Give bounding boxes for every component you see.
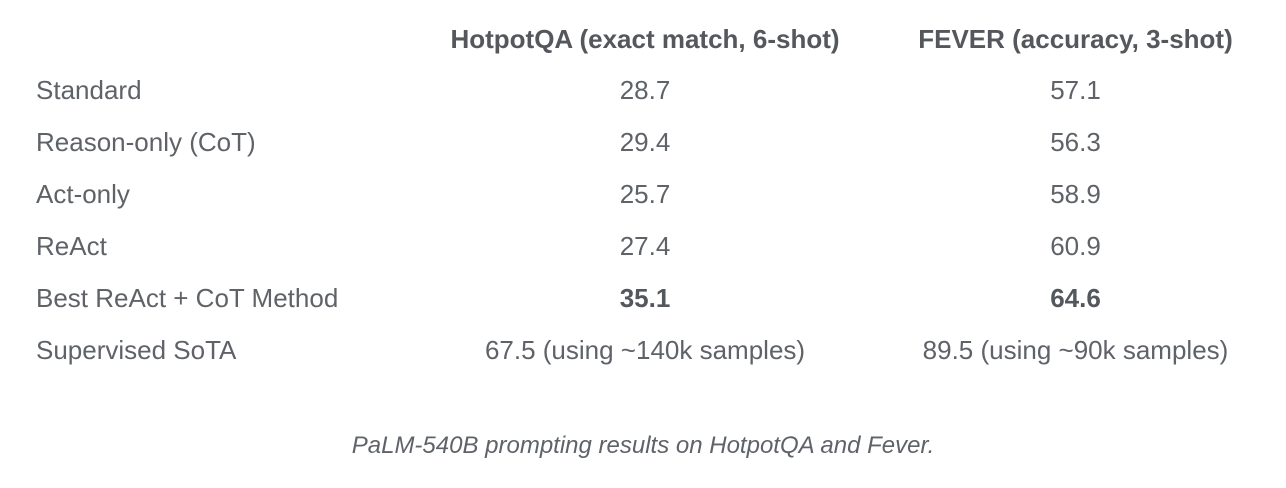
column-header-fever: FEVER (accuracy, 3-shot) (918, 23, 1233, 54)
row-label: Standard (36, 74, 142, 105)
table-row-supervised-sota: Supervised SoTA 67.5 (using ~140k sample… (0, 324, 1286, 376)
table-header-row: HotpotQA (exact match, 6-shot) FEVER (ac… (0, 14, 1286, 64)
column-header-hotpotqa: HotpotQA (exact match, 6-shot) (450, 23, 840, 54)
hotpotqa-value: 28.7 (619, 74, 671, 105)
hotpotqa-value: 67.5 (using ~140k samples) (484, 334, 806, 365)
fever-value: 58.9 (1050, 178, 1101, 209)
fever-value: 56.3 (1050, 126, 1101, 157)
row-label: Best ReAct + CoT Method (36, 282, 339, 313)
table-row-best-react-cot: Best ReAct + CoT Method 35.1 64.6 (0, 272, 1286, 324)
hotpotqa-value: 27.4 (619, 230, 671, 261)
table-row-standard: Standard 28.7 57.1 (0, 64, 1286, 116)
hotpotqa-value: 35.1 (619, 282, 671, 313)
table-row-reason-only: Reason-only (CoT) 29.4 56.3 (0, 116, 1286, 168)
column-header-method (0, 14, 425, 64)
results-table: HotpotQA (exact match, 6-shot) FEVER (ac… (0, 14, 1286, 376)
table-row-react: ReAct 27.4 60.9 (0, 220, 1286, 272)
row-label: ReAct (36, 230, 107, 261)
fever-value: 57.1 (1050, 74, 1101, 105)
row-label: Reason-only (CoT) (36, 126, 256, 157)
row-label: Supervised SoTA (36, 334, 237, 365)
fever-value: 60.9 (1050, 230, 1101, 261)
fever-value: 64.6 (1050, 282, 1101, 313)
hotpotqa-value: 29.4 (619, 126, 671, 157)
fever-value: 89.5 (using ~90k samples) (922, 334, 1229, 365)
table-caption: PaLM-540B prompting results on HotpotQA … (351, 432, 935, 459)
row-label: Act-only (36, 178, 130, 209)
table-row-act-only: Act-only 25.7 58.9 (0, 168, 1286, 220)
hotpotqa-value: 25.7 (619, 178, 671, 209)
